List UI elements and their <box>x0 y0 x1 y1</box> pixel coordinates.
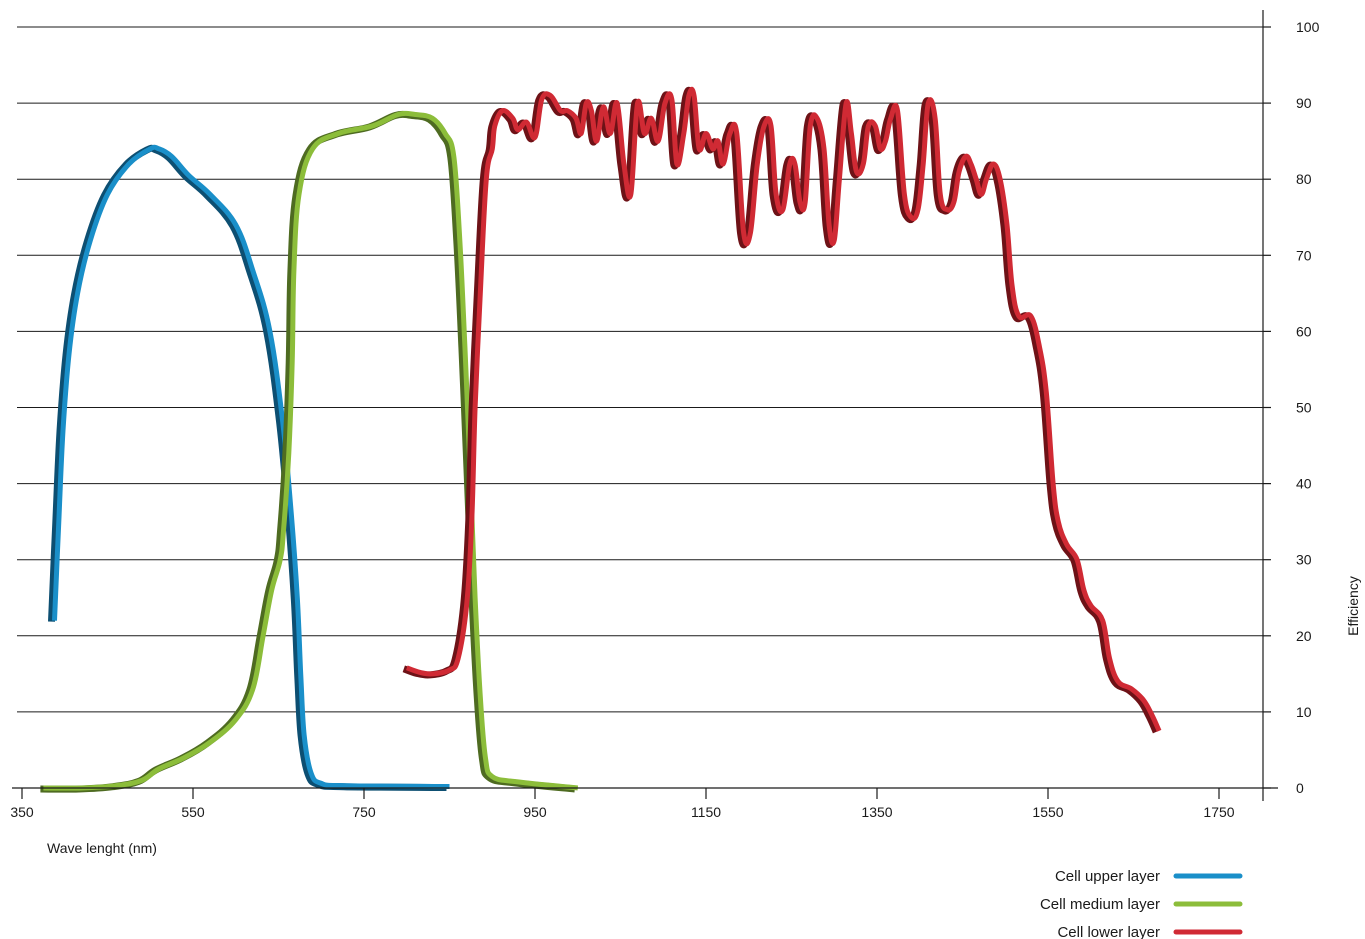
series-layer <box>40 86 1162 793</box>
series-1 <box>40 110 579 793</box>
y-tick-label: 100 <box>1296 19 1320 35</box>
series-line <box>52 144 450 789</box>
y-tick-label: 0 <box>1296 780 1304 796</box>
y-tick-label: 40 <box>1296 476 1312 492</box>
x-tick-label: 1350 <box>861 804 892 820</box>
series-line <box>405 86 1162 732</box>
x-axis-title: Wave lenght (nm) <box>47 840 157 856</box>
series-line-shadow <box>40 110 576 793</box>
legend-label: Cell upper layer <box>1055 868 1160 885</box>
x-tick-label: 550 <box>181 804 205 820</box>
y-tick-label: 90 <box>1296 95 1312 111</box>
y-tick-label: 70 <box>1296 247 1312 263</box>
series-line-shadow <box>48 144 447 791</box>
y-tick-label: 20 <box>1296 628 1312 644</box>
x-tick-label: 1550 <box>1032 804 1063 820</box>
y-tick-label: 80 <box>1296 171 1312 187</box>
legend: Cell upper layer Cell medium layer Cell lo… <box>1040 868 1243 939</box>
y-axis-title: Efficiency <box>1345 576 1361 636</box>
x-tick-label: 950 <box>523 804 547 820</box>
y-tick-label: 60 <box>1296 323 1312 339</box>
legend-label: Cell medium layer <box>1040 896 1160 913</box>
y-tick-label: 10 <box>1296 704 1312 720</box>
y-tick-label: 30 <box>1296 552 1312 568</box>
x-tick-label: 750 <box>352 804 376 820</box>
y-tick-label: 50 <box>1296 400 1312 416</box>
x-tick-label: 1150 <box>691 804 721 820</box>
x-tick-label: 1750 <box>1203 804 1234 820</box>
series-2 <box>402 86 1162 734</box>
series-line <box>43 110 579 791</box>
legend-label: Cell lower layer <box>1057 924 1160 939</box>
series-0 <box>48 144 450 791</box>
x-tick-label: 350 <box>10 804 34 820</box>
axis-layer: 0 10 20 30 40 50 60 70 80 90 100 350 550 750 950 1150 13… <box>10 10 1320 820</box>
